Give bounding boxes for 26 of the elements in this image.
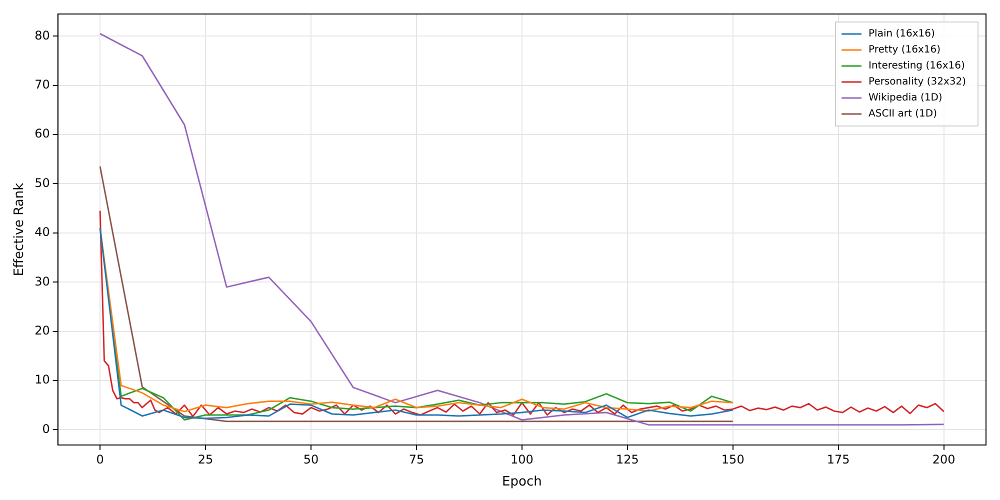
y-tick-label: 20 <box>34 323 50 338</box>
y-tick-label: 80 <box>34 28 50 42</box>
legend-label: Personality (32x32) <box>868 76 966 88</box>
y-tick-label: 50 <box>34 176 50 190</box>
legend-label: Plain (16x16) <box>868 28 936 40</box>
legend-label: ASCII art (1D) <box>868 108 938 120</box>
x-tick-label: 175 <box>826 452 850 466</box>
x-tick-label: 75 <box>408 452 424 466</box>
legend-label: Interesting (16x16) <box>868 60 965 72</box>
x-tick-label: 50 <box>303 452 319 466</box>
y-tick-label: 0 <box>42 422 50 436</box>
x-tick-label: 200 <box>932 452 956 466</box>
x-tick-label: 150 <box>721 452 744 466</box>
x-tick-label: 0 <box>96 452 104 466</box>
y-tick-label: 10 <box>34 372 50 387</box>
legend-label: Pretty (16x16) <box>868 44 941 56</box>
x-tick-label: 25 <box>198 452 214 466</box>
y-tick-label: 40 <box>34 225 50 240</box>
y-tick-label: 30 <box>34 274 50 288</box>
x-tick-label: 125 <box>616 452 639 466</box>
legend-label: Wikipedia (1D) <box>868 92 942 104</box>
y-tick-label: 60 <box>34 126 50 141</box>
x-tick-label: 100 <box>510 452 534 466</box>
x-axis-title: Epoch <box>502 474 542 490</box>
y-tick-label: 70 <box>34 77 50 92</box>
y-axis-title: Effective Rank <box>12 182 28 276</box>
